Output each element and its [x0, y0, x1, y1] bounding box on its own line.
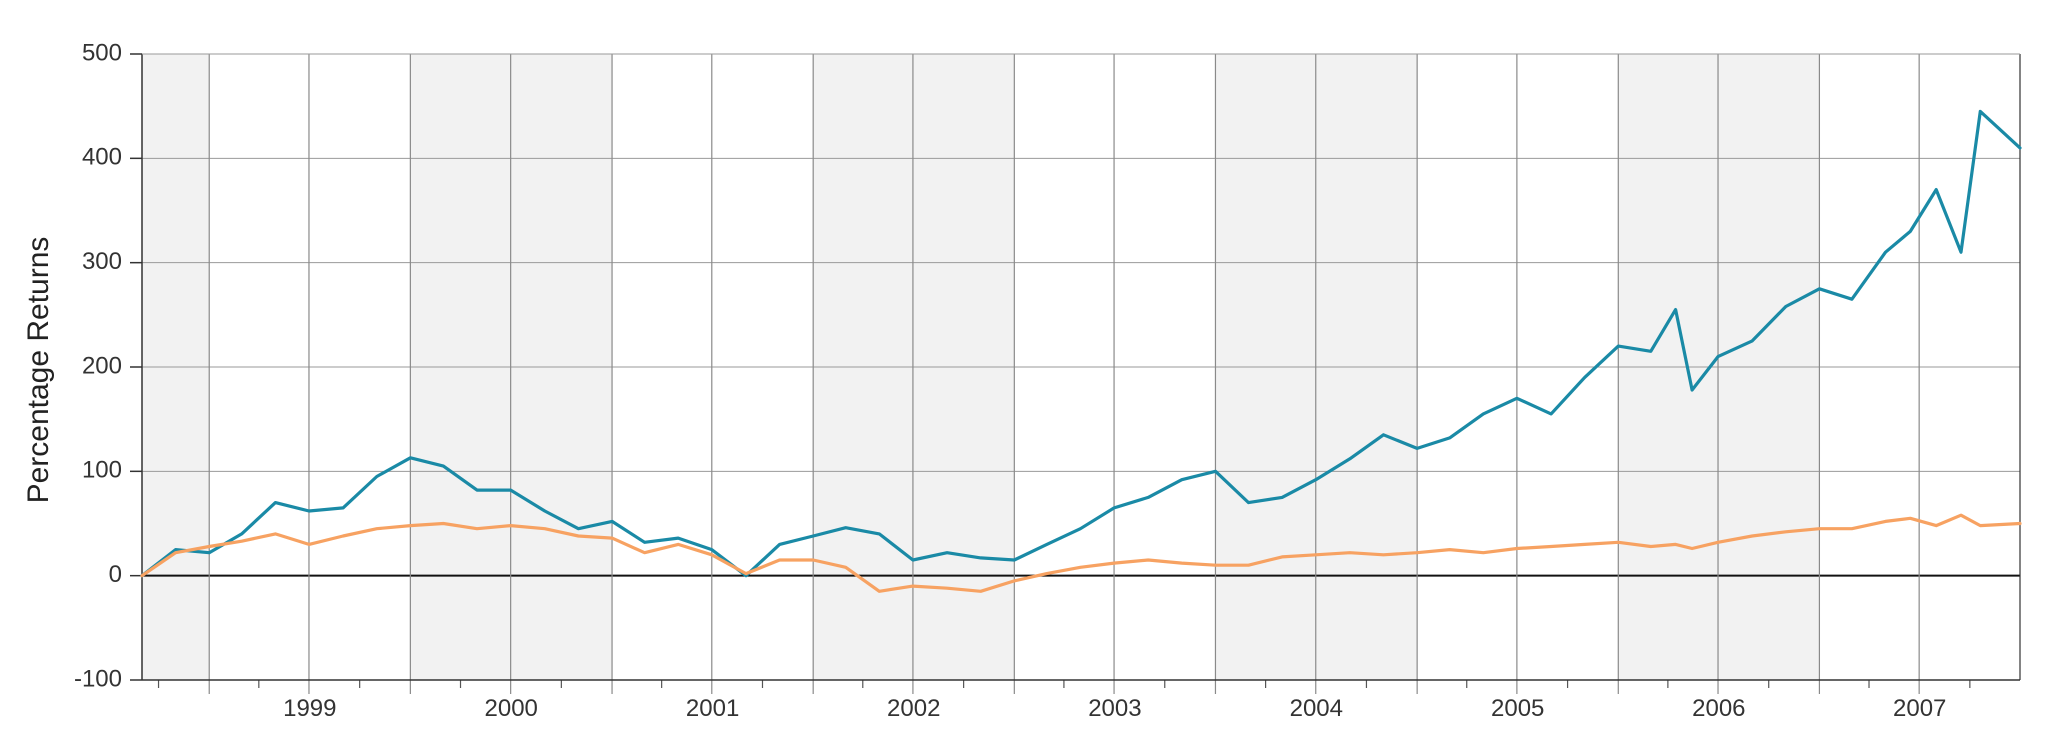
x-tick-label: 1999	[283, 695, 336, 722]
series-line-1	[140, 109, 2022, 578]
y-tick-label: 200	[82, 352, 122, 379]
x-tick-label: 2001	[686, 695, 739, 722]
x-tick-label: 2004	[1290, 695, 1343, 722]
tick-labels: -100 0 100 200 300 400 500 1999 2000 2001 2002 2003…	[74, 39, 1946, 722]
y-tick-label: 500	[82, 39, 122, 66]
y-tick-label: 400	[82, 144, 122, 171]
y-tick-label: 100	[82, 457, 122, 484]
y-axis-title: Percentage Returns	[22, 237, 55, 504]
x-tick-label: 2003	[1088, 695, 1141, 722]
y-tick-label: -100	[74, 665, 122, 692]
series-line-2	[140, 513, 2022, 593]
y-tick-label: 0	[109, 561, 122, 588]
x-tick-label: 2000	[485, 695, 538, 722]
series-lines	[140, 109, 2022, 593]
x-tick-label: 2005	[1491, 695, 1544, 722]
x-tick-label: 2006	[1692, 695, 1745, 722]
x-tick-label: 2002	[887, 695, 940, 722]
y-tick-label: 300	[82, 248, 122, 275]
x-tick-label: 2007	[1893, 695, 1946, 722]
